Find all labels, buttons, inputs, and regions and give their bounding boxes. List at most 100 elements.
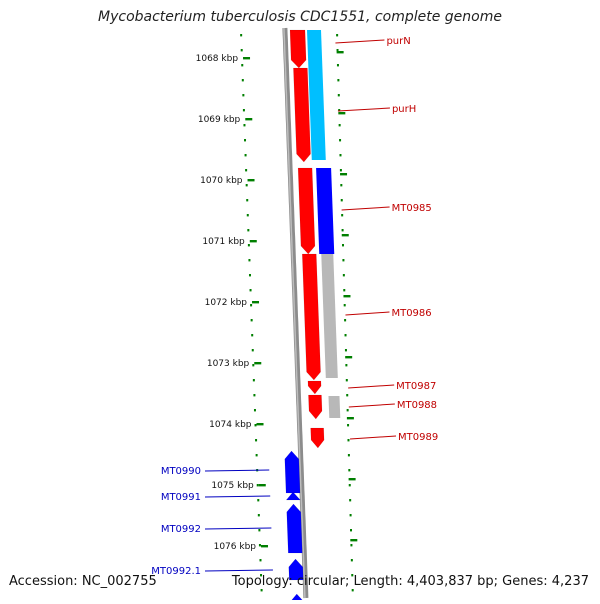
guide-dot [338,124,341,127]
gene-label-purN[interactable]: purN [386,36,410,47]
guide-dot [346,409,349,412]
guide-dot [347,439,350,442]
ruler-label: 1075 kbp [211,481,254,491]
ruler-major-tick [247,179,255,182]
ruler-major-tick [252,301,260,304]
ruler-major-tick [243,57,251,60]
gene-arrow-purH[interactable] [293,67,311,163]
gene-label-MT0992.1[interactable]: MT0992.1 [151,566,201,577]
ruler-major-tick [346,417,354,420]
guide-dot [244,139,247,142]
guide-dot [350,529,353,532]
gene-arrow-MT0990[interactable] [284,450,301,494]
gene-label-MT0992[interactable]: MT0992 [161,524,201,535]
guide-dot [345,364,348,367]
cds-band [321,254,338,378]
gene-label-MT0985[interactable]: MT0985 [392,203,432,214]
gene-label-MT0987[interactable]: MT0987 [396,381,436,392]
guide-dot [251,334,254,337]
guide-dot [339,139,342,142]
ruler-major-tick [258,484,266,487]
gene-arrow-MT0988[interactable] [308,394,323,420]
gene-arrow-MT0986[interactable] [301,253,321,381]
guide-dot [241,79,244,82]
guide-dot [338,109,341,112]
gene-label-MT0990[interactable]: MT0990 [161,466,201,477]
ruler-major-tick [345,356,353,359]
guide-dot [341,214,344,217]
gene-arrow-MT0992[interactable] [286,503,303,554]
guide-dot [350,559,353,562]
guide-dot [340,184,343,187]
guide-dot [254,424,257,427]
ruler-major-tick [254,362,262,365]
guide-dot [351,589,354,592]
gene-label-MT0988[interactable]: MT0988 [397,400,437,411]
guide-dot [244,154,247,157]
ruler-major-tick [343,295,351,298]
callout-line [204,569,273,572]
guide-dot [345,379,348,382]
callout-line [204,527,272,530]
ruler-major-tick [336,51,344,54]
ruler-major-tick [245,118,253,121]
guide-dot [255,454,258,457]
guide-dot [246,214,249,217]
guide-dot [248,274,251,277]
guide-dot [255,439,258,442]
gene-arrow-MT0991[interactable] [285,491,301,501]
gene-arrow-purN[interactable] [289,29,307,69]
guide-dot [247,229,250,232]
guide-dot [336,34,339,37]
guide-dot [250,319,253,322]
cds-band [316,168,335,254]
gene-label-MT0986[interactable]: MT0986 [391,308,431,319]
gene-arrow-MT0989[interactable] [310,427,325,449]
ruler-major-tick [350,539,358,542]
ruler-label: 1074 kbp [209,420,252,430]
guide-dot [343,289,346,292]
guide-dot [242,94,245,97]
ruler-major-tick [341,234,349,237]
guide-dot [248,259,251,262]
gene-arrow-MT0992.1[interactable] [288,558,304,581]
guide-dot [249,289,252,292]
guide-dot [245,184,248,187]
guide-dot [240,34,243,37]
genome-backbone-highlight [283,27,306,599]
callout-line [348,403,395,408]
gene-arrow-MT0985[interactable] [297,167,316,255]
guide-dot [344,319,347,322]
gene-arrow-extra[interactable] [289,593,305,604]
cds-band [328,396,341,418]
guide-dot [243,124,246,127]
guide-dot [349,499,352,502]
guide-dot [340,199,343,202]
guide-dot [342,244,345,247]
ruler-label: 1073 kbp [207,359,250,369]
genome-backbone [282,27,309,599]
callout-line [204,469,270,472]
guide-dot [245,169,248,172]
gene-label-purH[interactable]: purH [392,104,416,115]
guide-dot [260,574,263,577]
gene-label-MT0989[interactable]: MT0989 [398,432,438,443]
ruler-major-tick [340,173,348,176]
cds-band [307,30,326,160]
gene-label-MT0991[interactable]: MT0991 [161,492,201,503]
ruler-major-tick [249,240,257,243]
guide-dot [348,484,351,487]
guide-dot [350,544,353,547]
guide-dot [256,484,259,487]
guide-dot [344,349,347,352]
guide-dot [342,274,345,277]
ruler-major-tick [256,423,264,426]
guide-dot [346,394,349,397]
gene-arrow-MT0987[interactable] [307,380,322,395]
guide-dot [241,64,244,67]
guide-dot [258,544,261,547]
guide-dot [339,154,342,157]
guide-dot [341,229,344,232]
guide-dot [344,334,347,337]
